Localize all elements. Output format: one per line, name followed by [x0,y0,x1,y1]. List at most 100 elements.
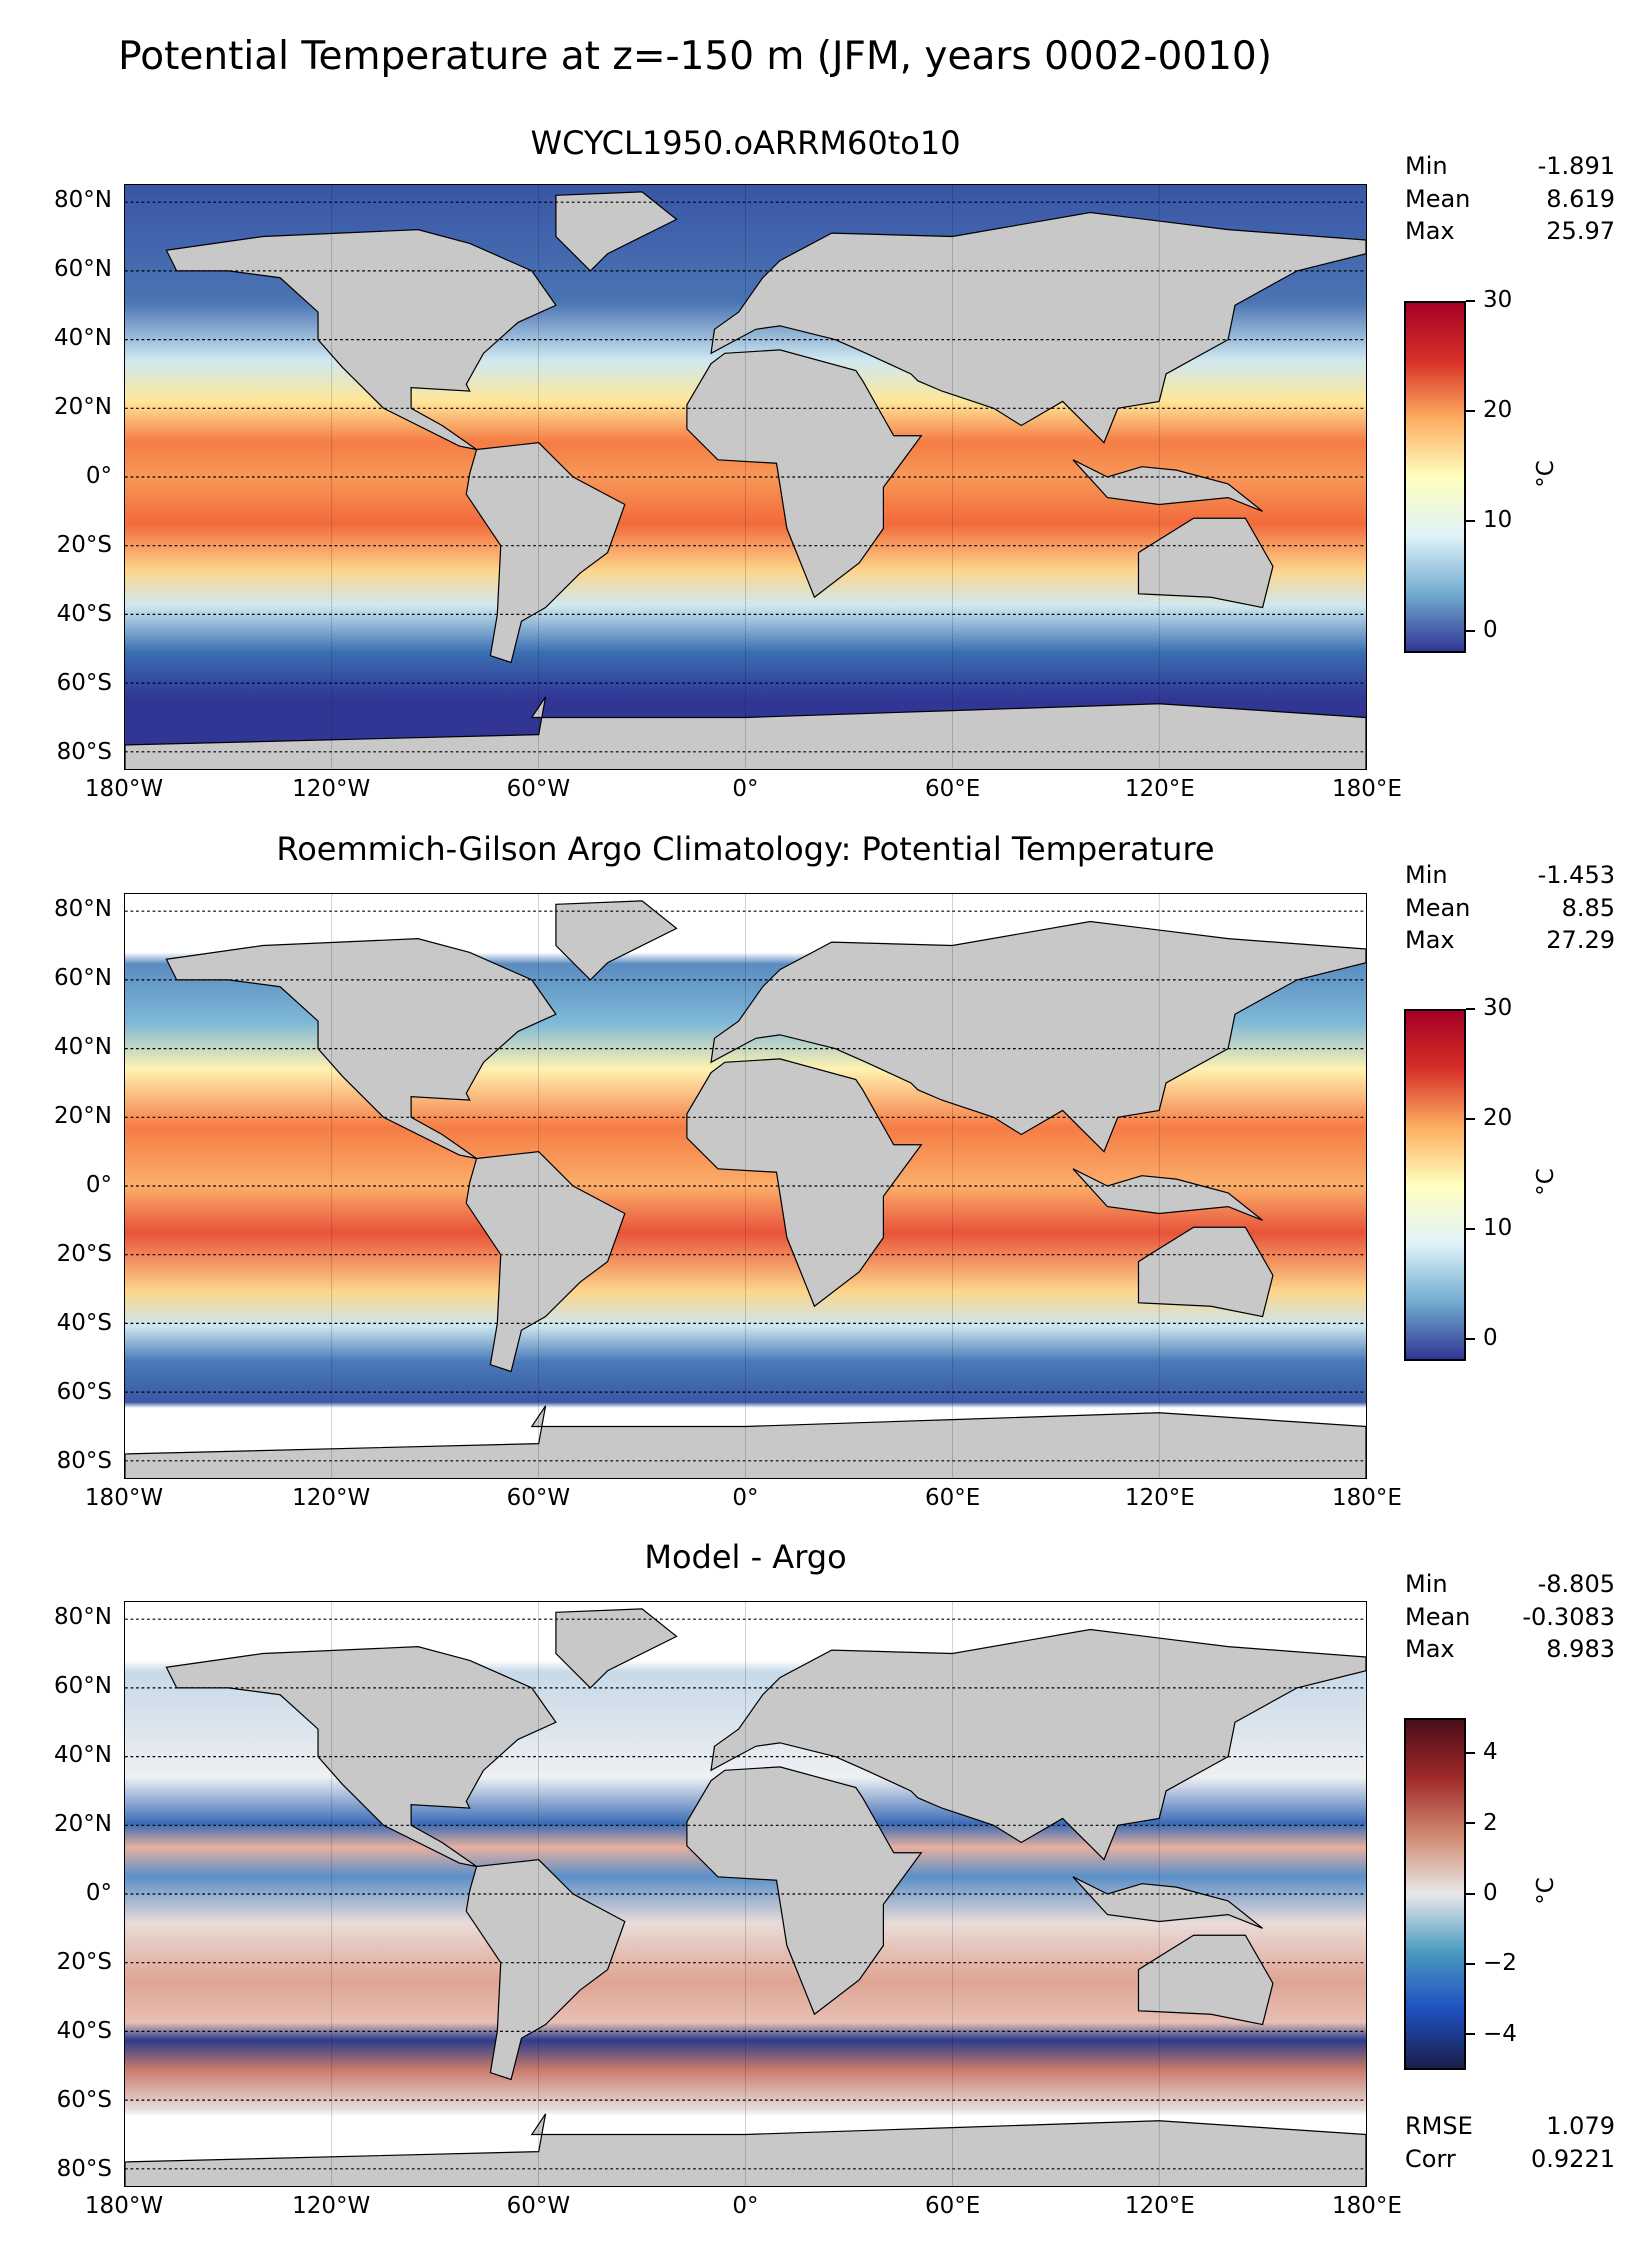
stat-value: -0.3083 [1522,1602,1615,1631]
lon-tick-label: 120°E [1124,1485,1195,1511]
land-north-america [165,1646,557,1868]
lat-tick-label: 80°N [54,896,112,923]
lat-tick-label: 20°N [54,1811,112,1838]
lon-tick-label: 60°W [506,1485,571,1511]
land-africa [686,1058,923,1308]
map-panel [124,184,1367,770]
stat-label: Min [1405,152,1448,180]
land-eurasia [710,1628,1366,1861]
lat-tick-label: 40°S [56,2017,112,2044]
lat-tick-label: 0° [85,1172,112,1198]
map-panel [124,1601,1367,2187]
stat-value: 25.97 [1546,217,1615,245]
land-eurasia [710,920,1366,1153]
land-south-america [465,442,626,664]
colorbar [1404,301,1466,653]
colorbar-tick-label: 30 [1466,287,1512,313]
lat-tick-label: 60°S [56,1378,112,1405]
colorbar [1404,1009,1466,1361]
lon-tick-label: 180°W [84,776,164,802]
colorbar-unit-label: °C [1532,460,1559,488]
lat-tick-label: 20°S [56,531,112,558]
lon-tick-label: 60°W [506,2193,571,2219]
colorbar-tick-label: 20 [1466,397,1512,423]
lat-tick-label: 60°S [56,669,112,696]
lon-tick-label: 120°W [292,2193,371,2219]
land-greenland [555,1608,678,1689]
stat-label: Mean [1405,184,1471,213]
colorbar-tick-label: 20 [1466,1105,1512,1131]
stat-label: Mean [1405,893,1471,922]
lat-tick-label: 20°N [54,394,112,421]
stat-value: -1.891 [1537,152,1615,180]
map-svg [125,185,1366,769]
colorbar-tick-label: 2 [1466,1810,1498,1836]
land-south-america [465,1859,626,2081]
land-africa [686,349,923,599]
land-australia [1137,1226,1274,1318]
land-africa [686,1766,923,2016]
lon-tick-label: 180°W [84,1485,164,1511]
colorbar-tick-label: −2 [1466,1950,1517,1976]
stat-value: 8.85 [1561,893,1615,922]
stat-value: 1.079 [1546,2112,1615,2140]
lat-tick-label: 80°S [56,1447,112,1474]
land-south-america [465,1151,626,1373]
land-north-america [165,938,557,1160]
lat-tick-label: 60°N [54,1673,112,1700]
colorbar-tick-label: 10 [1466,1215,1512,1241]
panel-title: Model - Argo [644,1538,847,1576]
stat-label: Min [1405,1570,1448,1598]
land-indonesia [1072,1876,1263,1929]
land-indonesia [1072,459,1263,512]
lat-tick-label: 60°S [56,2086,112,2113]
stat-value: -1.453 [1537,861,1615,889]
lon-tick-label: 0° [732,2193,759,2219]
lat-tick-label: 40°N [54,325,112,352]
stat-label: Max [1405,1635,1455,1663]
colorbar-tick-label: 0 [1466,617,1498,643]
lon-tick-label: 60°E [925,1485,981,1511]
land-australia [1137,1934,1274,2026]
lat-tick-label: 80°N [54,1604,112,1631]
lon-tick-label: 60°E [925,776,981,802]
lon-tick-label: 120°E [1124,2193,1195,2219]
lon-tick-label: 180°W [84,2193,164,2219]
panel-title: WCYCL1950.oARRM60to10 [530,124,961,162]
lat-tick-label: 40°S [56,1309,112,1336]
colorbar [1404,1718,1466,2070]
lat-tick-label: 40°N [54,1034,112,1061]
stat-label: RMSE [1405,2112,1473,2140]
lon-tick-label: 120°E [1124,776,1195,802]
lat-tick-label: 40°N [54,1742,112,1769]
lat-tick-label: 60°N [54,256,112,283]
colorbar-tick-label: 10 [1466,507,1512,533]
lat-tick-label: 60°N [54,965,112,992]
figure-title: Potential Temperature at z=-150 m (JFM, … [118,34,1272,79]
lon-tick-label: 60°E [925,2193,981,2219]
map-panel [124,893,1367,1479]
colorbar-unit-label: °C [1532,1877,1559,1905]
lat-tick-label: 20°S [56,1240,112,1267]
stat-value: 8.619 [1546,184,1615,213]
stat-value: 27.29 [1546,926,1615,954]
lat-tick-label: 80°S [56,2155,112,2182]
lat-tick-label: 80°S [56,738,112,765]
colorbar-tick-label: 4 [1466,1739,1498,1765]
colorbar-tick-label: 0 [1466,1325,1498,1351]
lon-tick-label: 120°W [292,1485,371,1511]
colorbar-tick-label: 0 [1466,1880,1498,1906]
lon-tick-label: 0° [732,776,759,802]
land-australia [1137,517,1274,609]
colorbar-tick-label: −4 [1466,2021,1517,2047]
stat-label: Corr [1405,2144,1456,2173]
lon-tick-label: 180°E [1332,2193,1402,2219]
land-north-america [165,229,557,451]
map-svg [125,894,1366,1478]
map-svg [125,1602,1366,2186]
stat-label: Mean [1405,1602,1471,1631]
land-greenland [555,900,678,981]
stat-value: -8.805 [1537,1570,1615,1598]
panel-title: Roemmich-Gilson Argo Climatology: Potent… [276,830,1215,868]
